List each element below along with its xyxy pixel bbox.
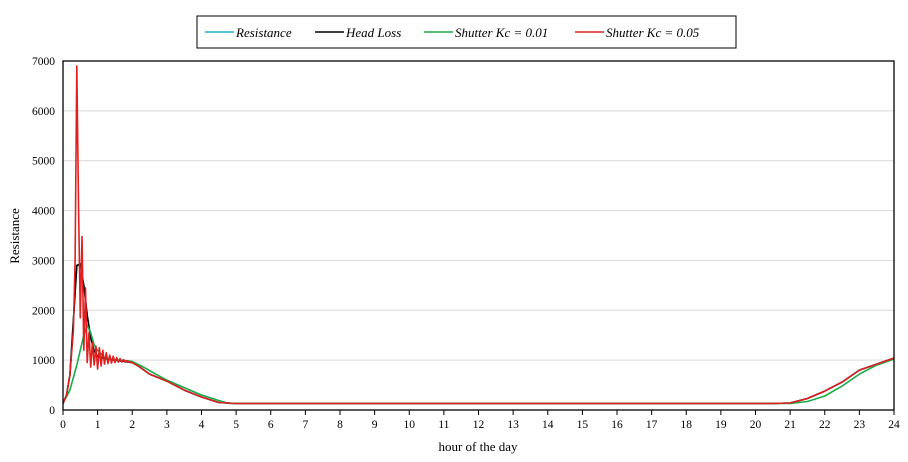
x-tick-label: 15 — [577, 419, 589, 431]
y-tick-label: 2000 — [32, 305, 55, 317]
x-tick-label: 24 — [888, 419, 900, 431]
x-tick-label: 16 — [611, 419, 623, 431]
series-line-head-loss — [62, 263, 895, 405]
x-axis-label: hour of the day — [438, 439, 518, 454]
gridlines — [63, 110, 894, 361]
x-tick-label: 17 — [646, 419, 658, 431]
legend-label-shutter-005: Shutter Kc = 0.05 — [606, 25, 700, 40]
y-tick-label: 0 — [49, 405, 55, 417]
y-tick-label: 7000 — [32, 56, 55, 68]
x-axis: 0 1 2 3 4 5 6 7 8 9 10 11 12 13 14 15 16 17 18 19 20 21 22 23 24 — [60, 410, 900, 431]
x-tick-label: 7 — [303, 419, 309, 431]
x-tick-label: 10 — [404, 419, 416, 431]
x-tick-label: 6 — [268, 419, 274, 431]
series-line-shutter-kc-0-05 — [62, 65, 895, 405]
x-tick-label: 4 — [199, 419, 205, 431]
y-axis-label: Resistance — [7, 208, 22, 264]
legend-label-head-loss: Head Loss — [345, 25, 401, 40]
x-tick-label: 18 — [681, 419, 693, 431]
legend-box — [196, 15, 737, 49]
series-line-resistance — [62, 264, 895, 405]
x-tick-label: 8 — [337, 419, 343, 431]
x-tick-label: 5 — [233, 419, 239, 431]
x-tick-label: 1 — [95, 419, 101, 431]
legend-label-resistance: Resistance — [235, 25, 292, 40]
x-tick-label: 13 — [507, 419, 519, 431]
x-tick-label: 23 — [854, 419, 866, 431]
x-tick-label: 21 — [784, 419, 796, 431]
x-tick-label: 22 — [819, 419, 831, 431]
x-tick-label: 9 — [372, 419, 378, 431]
x-tick-label: 14 — [542, 419, 554, 431]
y-tick-label: 4000 — [32, 206, 55, 218]
plot-area-frame — [62, 60, 895, 411]
y-tick-label: 1000 — [32, 355, 55, 367]
x-tick-label: 11 — [438, 419, 449, 431]
x-tick-label: 12 — [473, 419, 485, 431]
x-tick-label: 19 — [715, 419, 727, 431]
y-tick-label: 5000 — [32, 156, 55, 168]
x-tick-label: 20 — [750, 419, 762, 431]
legend: Resistance Head Loss Shutter Kc = 0.01 S… — [196, 15, 737, 49]
series-lines — [62, 65, 895, 405]
y-tick-label: 3000 — [32, 255, 55, 267]
y-axis: 0 1000 2000 3000 4000 5000 6000 7000 — [32, 56, 55, 417]
legend-label-shutter-001: Shutter Kc = 0.01 — [455, 25, 548, 40]
x-tick-label: 0 — [60, 419, 66, 431]
x-tick-label: 2 — [129, 419, 135, 431]
y-tick-label: 6000 — [32, 106, 55, 118]
x-tick-label: 3 — [164, 419, 170, 431]
